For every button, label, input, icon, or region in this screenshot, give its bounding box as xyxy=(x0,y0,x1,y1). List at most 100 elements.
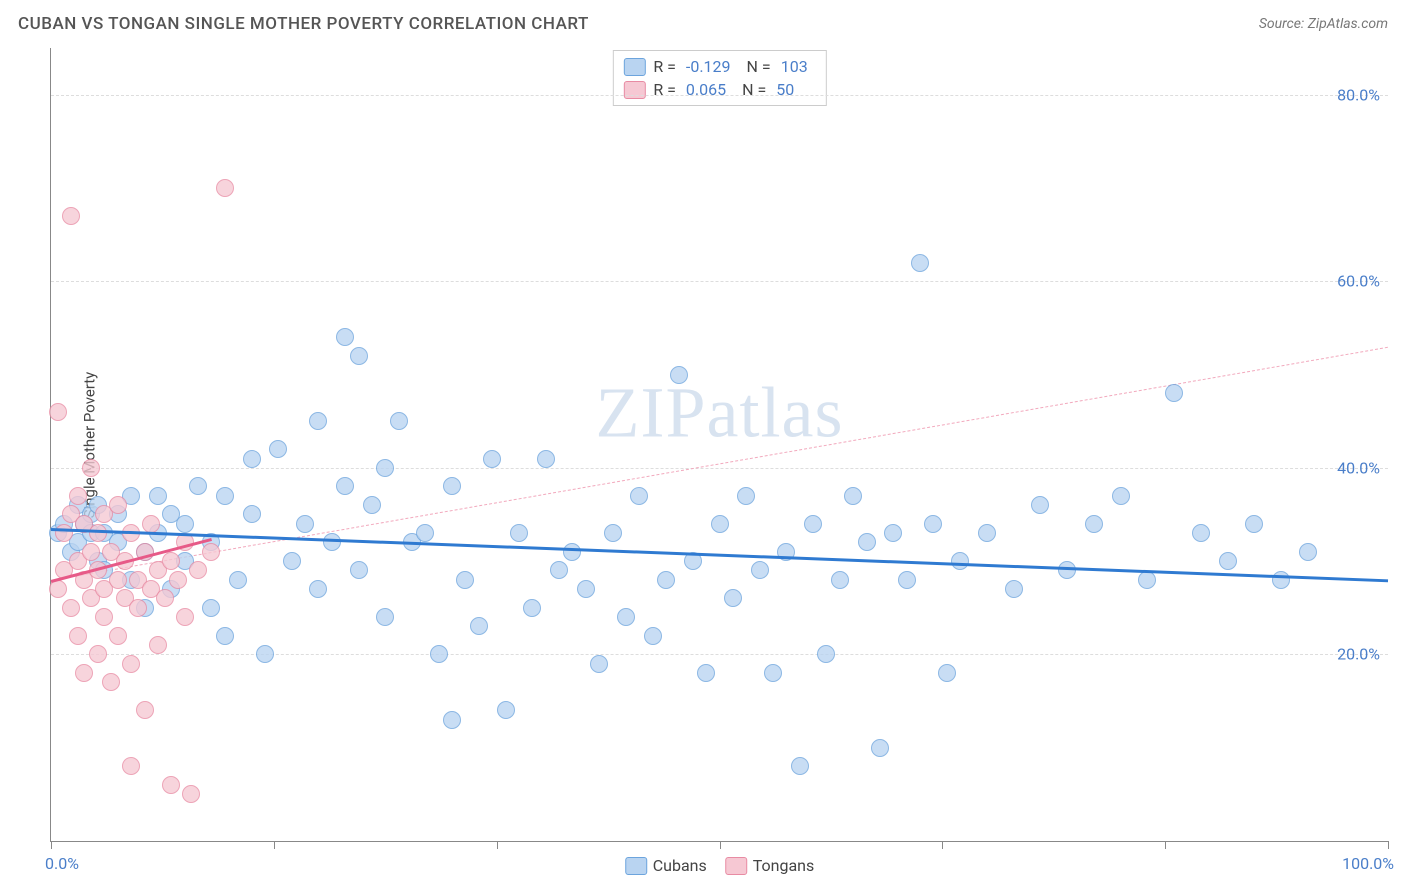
data-point xyxy=(416,524,434,542)
y-tick-label: 80.0% xyxy=(1337,85,1380,104)
y-tick-label: 60.0% xyxy=(1337,272,1380,291)
x-tick xyxy=(274,841,275,849)
data-point xyxy=(169,571,187,589)
data-point xyxy=(884,524,902,542)
data-point xyxy=(924,515,942,533)
data-point xyxy=(791,757,809,775)
data-point xyxy=(82,459,100,477)
data-point xyxy=(176,608,194,626)
data-point xyxy=(657,571,675,589)
data-point xyxy=(443,477,461,495)
data-point xyxy=(189,561,207,579)
x-tick xyxy=(1388,841,1389,849)
data-point xyxy=(363,496,381,514)
data-point xyxy=(256,645,274,663)
data-point xyxy=(951,552,969,570)
data-point xyxy=(898,571,916,589)
data-point xyxy=(229,571,247,589)
data-point xyxy=(430,645,448,663)
legend-swatch xyxy=(625,857,647,875)
data-point xyxy=(162,552,180,570)
series-legend: Cubans Tongans xyxy=(625,856,815,875)
data-point xyxy=(604,524,622,542)
data-point xyxy=(764,664,782,682)
data-point xyxy=(122,655,140,673)
data-point xyxy=(563,543,581,561)
data-point xyxy=(644,627,662,645)
correlation-legend: R =-0.129N =103R =0.065N =50 xyxy=(612,50,826,106)
x-max-label: 100.0% xyxy=(1342,854,1394,873)
data-point xyxy=(497,701,515,719)
data-point xyxy=(376,608,394,626)
data-point xyxy=(751,561,769,579)
data-point xyxy=(1085,515,1103,533)
data-point xyxy=(109,627,127,645)
data-point xyxy=(724,589,742,607)
gridline xyxy=(51,95,1388,96)
trend-line xyxy=(51,528,1388,582)
data-point xyxy=(510,524,528,542)
data-point xyxy=(1245,515,1263,533)
legend-swatch xyxy=(725,857,747,875)
x-tick xyxy=(942,841,943,849)
gridline xyxy=(51,468,1388,469)
y-tick-label: 40.0% xyxy=(1337,458,1380,477)
data-point xyxy=(182,785,200,803)
data-point xyxy=(390,412,408,430)
data-point xyxy=(1112,487,1130,505)
plot-region: ZIPatlas R =-0.129N =103R =0.065N =50 Cu… xyxy=(50,48,1388,842)
data-point xyxy=(129,599,147,617)
data-point xyxy=(62,207,80,225)
data-point xyxy=(122,757,140,775)
data-point xyxy=(817,645,835,663)
data-point xyxy=(871,739,889,757)
data-point xyxy=(1165,384,1183,402)
data-point xyxy=(1005,580,1023,598)
legend-swatch xyxy=(623,58,645,76)
data-point xyxy=(737,487,755,505)
data-point xyxy=(142,515,160,533)
data-point xyxy=(456,571,474,589)
legend-r-value: -0.129 xyxy=(686,57,731,76)
data-point xyxy=(62,599,80,617)
watermark: ZIPatlas xyxy=(596,371,844,454)
x-tick xyxy=(497,841,498,849)
data-point xyxy=(844,487,862,505)
data-point xyxy=(336,328,354,346)
data-point xyxy=(243,505,261,523)
legend-item: Tongans xyxy=(725,856,815,875)
chart-area: Single Mother Poverty ZIPatlas R =-0.129… xyxy=(50,48,1388,842)
legend-n-label: N = xyxy=(742,80,766,99)
data-point xyxy=(577,580,595,598)
data-point xyxy=(1219,552,1237,570)
data-point xyxy=(243,450,261,468)
data-point xyxy=(1272,571,1290,589)
data-point xyxy=(176,515,194,533)
data-point xyxy=(109,571,127,589)
data-point xyxy=(136,701,154,719)
chart-title: CUBAN VS TONGAN SINGLE MOTHER POVERTY CO… xyxy=(18,14,589,34)
data-point xyxy=(149,487,167,505)
data-point xyxy=(483,450,501,468)
gridline xyxy=(51,654,1388,655)
legend-label: Cubans xyxy=(653,856,707,875)
data-point xyxy=(336,477,354,495)
data-point xyxy=(350,561,368,579)
x-tick xyxy=(1165,841,1166,849)
data-point xyxy=(49,403,67,421)
source-attribution: Source: ZipAtlas.com xyxy=(1259,16,1388,32)
data-point xyxy=(162,776,180,794)
data-point xyxy=(202,543,220,561)
data-point xyxy=(831,571,849,589)
data-point xyxy=(1299,543,1317,561)
data-point xyxy=(470,617,488,635)
data-point xyxy=(617,608,635,626)
data-point xyxy=(309,412,327,430)
data-point xyxy=(55,524,73,542)
data-point xyxy=(858,533,876,551)
legend-r-value: 0.065 xyxy=(686,80,726,99)
data-point xyxy=(69,627,87,645)
data-point xyxy=(89,645,107,663)
data-point xyxy=(376,459,394,477)
data-point xyxy=(590,655,608,673)
